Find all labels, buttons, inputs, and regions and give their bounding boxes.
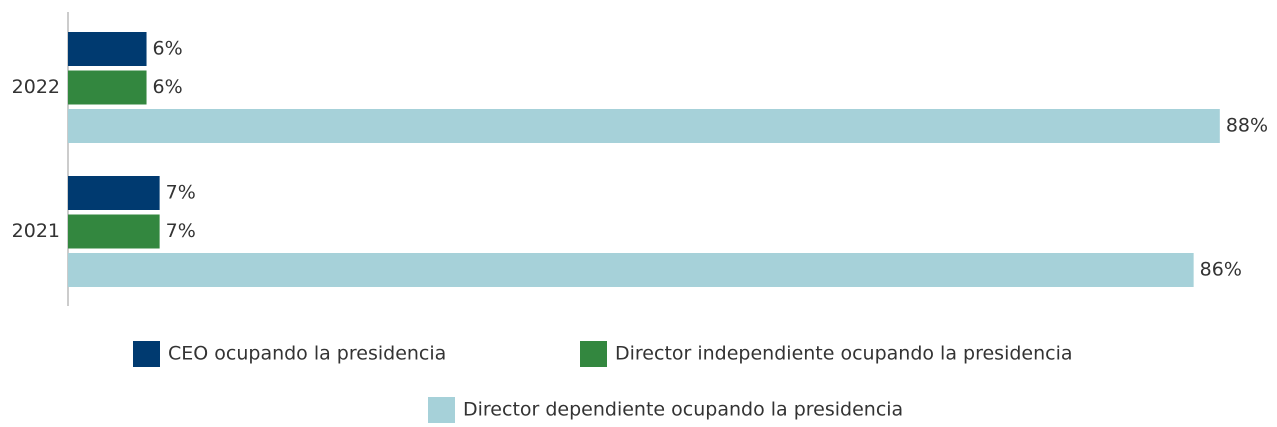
bar bbox=[68, 32, 147, 66]
bar bbox=[68, 214, 160, 249]
bar bbox=[68, 176, 160, 210]
bar bbox=[68, 109, 1220, 143]
legend-swatch bbox=[428, 397, 455, 423]
data-label: 6% bbox=[153, 38, 183, 60]
data-label: 7% bbox=[166, 220, 196, 242]
data-label: 6% bbox=[153, 76, 183, 98]
bar bbox=[68, 253, 1194, 287]
legend-swatch bbox=[133, 341, 160, 367]
bar bbox=[68, 70, 147, 105]
legend-swatch bbox=[580, 341, 607, 367]
data-label: 86% bbox=[1200, 259, 1242, 281]
data-label: 88% bbox=[1226, 115, 1268, 137]
legend-label: CEO ocupando la presidencia bbox=[168, 343, 446, 365]
legend-label: Director independiente ocupando la presi… bbox=[615, 343, 1073, 365]
y-tick-label: 2021 bbox=[12, 220, 60, 242]
y-tick-label: 2022 bbox=[12, 76, 60, 98]
legend-label: Director dependiente ocupando la preside… bbox=[463, 399, 903, 421]
data-label: 7% bbox=[166, 182, 196, 204]
